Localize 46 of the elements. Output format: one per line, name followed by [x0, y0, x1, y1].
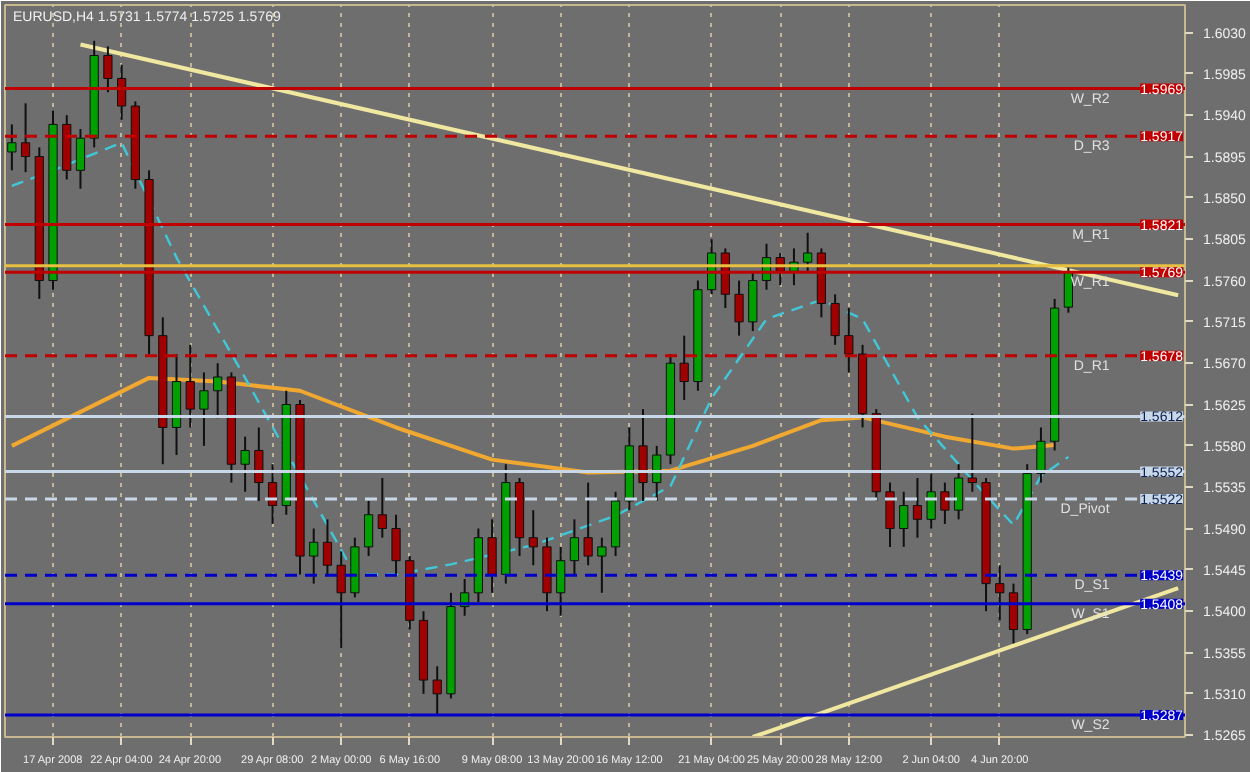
candlestick — [75, 127, 86, 190]
candlestick — [953, 463, 964, 521]
candlestick — [652, 444, 662, 502]
candlestick — [844, 307, 854, 374]
candlestick — [240, 435, 250, 493]
candlestick — [748, 270, 758, 333]
candlestick — [926, 472, 936, 530]
candlestick — [171, 353, 182, 457]
candlestick — [967, 412, 977, 493]
candlestick — [432, 665, 442, 716]
candlestick — [885, 481, 895, 548]
candlestick — [995, 564, 1005, 622]
candlestick — [583, 481, 593, 567]
candlestick — [336, 550, 346, 649]
candlestick — [1008, 582, 1019, 645]
candlestick — [542, 536, 552, 613]
candlestick — [185, 343, 195, 429]
line-series — [9, 375, 1057, 475]
candlestick — [213, 362, 223, 420]
candlestick — [62, 114, 72, 181]
candlestick — [309, 527, 319, 585]
candlestick — [7, 123, 17, 172]
candlestick — [528, 509, 538, 567]
candlestick — [487, 518, 497, 594]
candlestick — [1036, 426, 1046, 484]
candlestick — [597, 536, 607, 594]
candlestick — [322, 518, 333, 576]
candlestick — [830, 293, 840, 346]
candlestick — [899, 490, 909, 548]
candlestick — [103, 45, 113, 94]
candlestick — [638, 408, 648, 502]
candlestick — [940, 481, 950, 525]
candlestick — [377, 477, 387, 539]
candlestick — [610, 490, 621, 558]
candlestick — [391, 513, 401, 576]
candlestick — [350, 536, 360, 599]
candlestick — [254, 426, 264, 502]
candlestick — [569, 518, 580, 576]
candlestick — [199, 371, 209, 447]
candlestick — [912, 477, 923, 539]
candlestick — [20, 102, 31, 174]
candlestick — [679, 334, 689, 401]
candlestick — [556, 545, 566, 617]
candlestick — [734, 279, 744, 337]
candlestick — [803, 231, 813, 273]
candlestick — [363, 499, 374, 558]
